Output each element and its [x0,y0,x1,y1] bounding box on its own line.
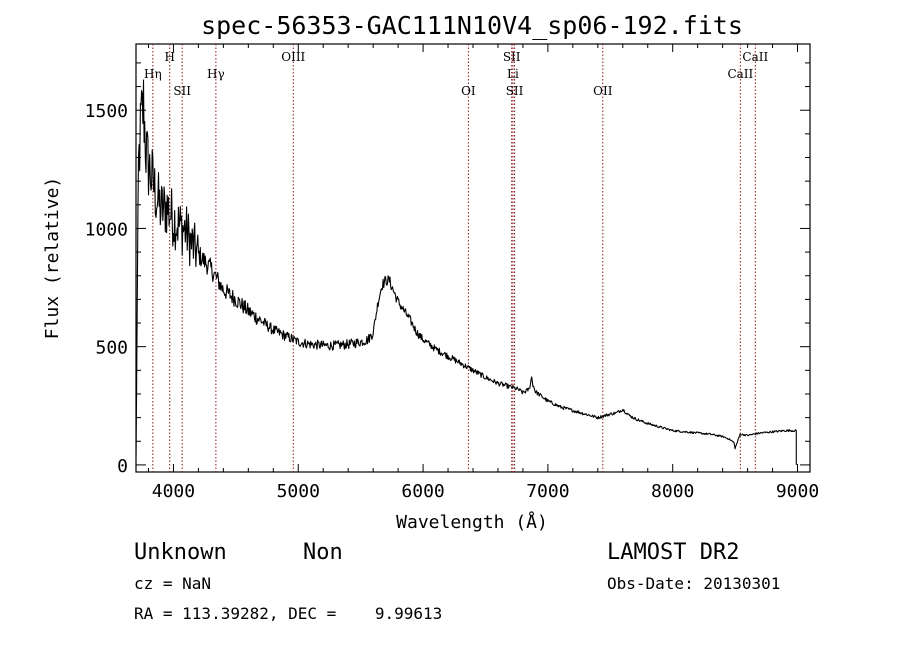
line-marker-label: CaII [742,50,768,64]
y-axis-label: Flux (relative) [42,177,63,340]
line-marker-label: Hγ [207,67,225,81]
x-tick-label: 5000 [277,481,320,502]
x-tick-label: 8000 [651,481,694,502]
x-tick-label: 6000 [401,481,444,502]
obs-date-label: Obs-Date: 20130301 [607,574,781,593]
y-tick-label: 0 [117,456,128,477]
line-marker-label: SII [503,50,521,64]
y-tick-label: 1000 [85,219,128,240]
line-marker-label: OI [461,84,476,98]
x-tick-label: 9000 [776,481,819,502]
class-label: Unknown [134,540,227,565]
spectrum-series-line [135,79,797,465]
cz-label: cz = NaN [134,574,212,593]
coordinates-label: RA = 113.39282, DEC = 9.99613 [134,604,443,623]
y-axis-ticks: 0 500 1000 1500 [85,62,810,477]
x-tick-label: 4000 [152,481,195,502]
chart-title: spec-56353-GAC111N10V4_sp06-192.fits [201,11,743,40]
y-tick-label: 1500 [85,101,128,122]
line-marker-label: OII [593,84,613,98]
line-marker-label: H [164,50,174,64]
line-marker-label: CaII [727,67,753,81]
line-marker-label: SII [506,84,524,98]
line-marker-label: Hη [144,67,162,81]
subclass-label: Non [303,540,343,565]
x-axis-label: Wavelength (Å) [396,511,548,533]
line-marker-label: SII [173,84,191,98]
survey-label: LAMOST DR2 [607,540,740,565]
line-marker-label: Li [507,67,519,81]
line-marker-label: OIII [281,50,305,64]
y-tick-label: 500 [95,338,128,359]
line-markers: HηH SII Hγ OIII OI SII Li SII OII CaII CaII [144,44,768,472]
x-tick-label: 7000 [526,481,569,502]
x-axis-ticks: 4000 5000 6000 7000 8000 9000 [147,44,819,502]
plot-frame [135,43,811,473]
